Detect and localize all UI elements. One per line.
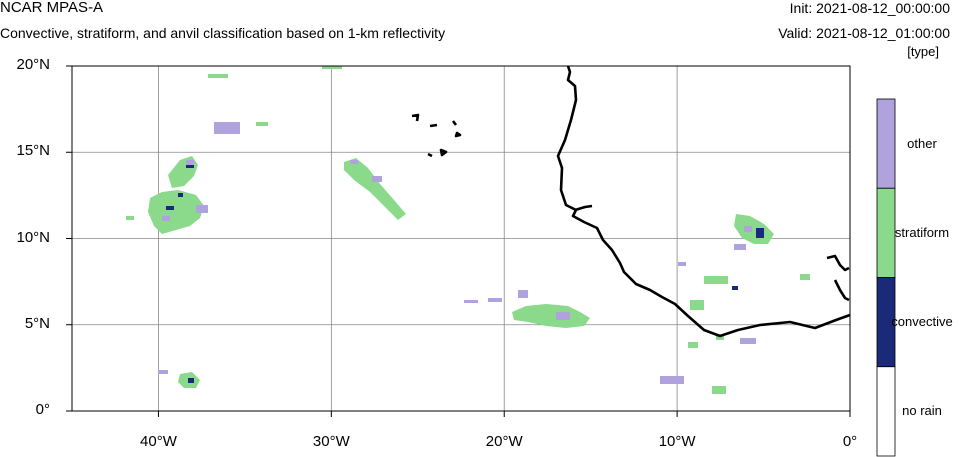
colorbar (876, 98, 896, 457)
precip-stratiform (688, 342, 698, 348)
colorbar-units: [type] (907, 44, 939, 59)
precip-convective (178, 193, 183, 197)
precip-other (372, 176, 382, 182)
precip-stratiform (690, 300, 704, 310)
precipitation-field (126, 66, 810, 394)
precip-other (734, 244, 746, 250)
precip-stratiform (208, 74, 228, 78)
precip-other (744, 226, 752, 232)
lon-tick-label: 20°W (485, 433, 523, 450)
coastline (411, 65, 851, 338)
cape-verde-islands (411, 113, 462, 158)
colorbar-swatch-no-rain (876, 366, 896, 457)
lat-tick-label: 0° (35, 401, 50, 418)
figure-subtitle: Convective, stratiform, and anvil classi… (0, 25, 446, 41)
precip-other (350, 160, 358, 164)
precip-stratiform (256, 122, 268, 126)
precip-other (488, 298, 502, 302)
precip-other (196, 205, 208, 213)
lon-tick-label: 30°W (312, 433, 350, 450)
figure-title: NCAR MPAS-A (0, 0, 104, 16)
lon-tick-label: 10°W (658, 433, 696, 450)
precip-other (158, 370, 168, 374)
precip-convective (732, 286, 738, 290)
precip-other (660, 376, 684, 384)
precip-stratiform (512, 304, 590, 328)
colorbar-label: convective (891, 314, 953, 330)
precip-convective (188, 378, 194, 383)
lat-tick-label: 5°N (24, 314, 50, 332)
precip-stratiform (712, 386, 726, 394)
coastline-east (826, 254, 850, 302)
precip-stratiform (322, 66, 342, 69)
lat-tick-label: 15°N (16, 142, 50, 160)
precip-convective (186, 165, 194, 168)
precip-stratiform (704, 276, 728, 284)
precip-stratiform (344, 158, 406, 220)
precip-stratiform (734, 214, 774, 244)
bijagos-islands (574, 204, 593, 212)
precip-other (518, 290, 528, 298)
precip-other (186, 160, 194, 165)
precip-convective (166, 206, 174, 210)
precip-other (556, 312, 570, 320)
init-time: Init: 2021-08-12_00:00:00 (789, 0, 950, 16)
precip-other (464, 300, 478, 303)
valid-time: Valid: 2021-08-12_01:00:00 (778, 25, 950, 41)
colorbar-label: no rain (902, 403, 942, 419)
lat-tick-label: 10°N (16, 228, 50, 246)
precip-other (214, 122, 240, 134)
colorbar-label: stratiform (894, 224, 950, 240)
axis-ticks (66, 65, 851, 417)
precip-convective (756, 228, 764, 238)
lon-tick-label: 0° (842, 433, 858, 450)
precip-stratiform (126, 216, 134, 220)
precip-stratiform (800, 274, 810, 280)
lat-tick-label: 20°N (16, 56, 50, 73)
colorbar-label: other (907, 135, 937, 151)
precip-other (678, 262, 686, 266)
african-coastline (556, 65, 851, 338)
precip-other (740, 338, 756, 344)
precip-stratiform (148, 190, 204, 234)
precip-other (162, 216, 170, 221)
lon-tick-label: 40°W (140, 433, 177, 450)
gridlines (72, 66, 850, 411)
